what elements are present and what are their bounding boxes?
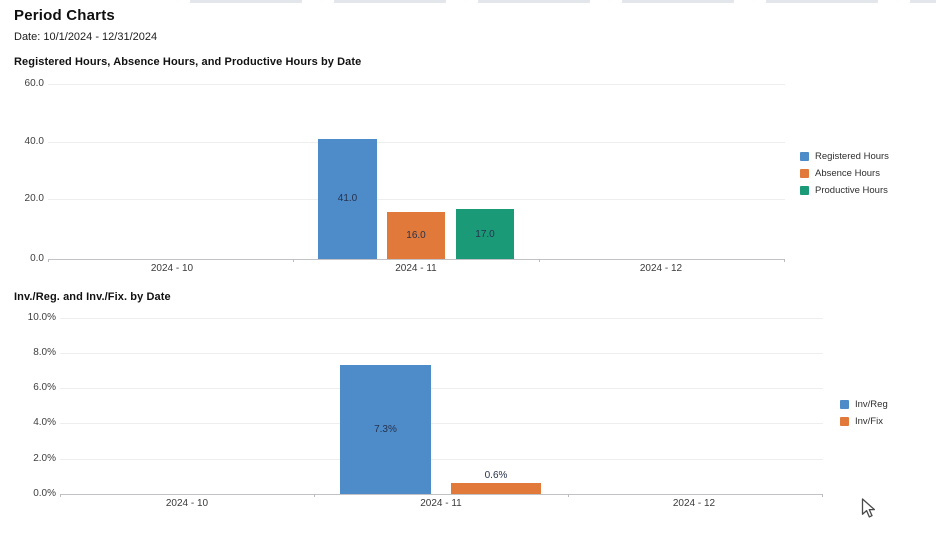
legend-item-inv-fix[interactable]: Inv/Fix: [840, 417, 888, 426]
chart1-ytick-0: 0.0: [30, 253, 44, 264]
legend-swatch-blue-icon: [800, 152, 809, 161]
chart2-ytick-4: 4.0%: [33, 417, 56, 428]
mouse-cursor-icon: [861, 498, 876, 524]
chart2-xtick-2024-12: 2024 - 12: [672, 498, 716, 509]
chart1-legend: Registered Hours Absence Hours Productiv…: [800, 152, 889, 195]
chart1-axis-tick: [293, 259, 294, 262]
chart2-ytick-10: 10.0%: [27, 312, 56, 323]
chart2-gridline-8: [60, 353, 823, 354]
chart2-gridline-2: [60, 459, 823, 460]
chart1-axis-tick: [784, 259, 785, 262]
chart2-axis-tick: [568, 494, 569, 497]
chart1-ytick-40: 40.0: [24, 136, 44, 147]
legend-label: Absence Hours: [815, 168, 880, 179]
chart1-gridline-60: [48, 84, 785, 85]
chart1-xtick-2024-12: 2024 - 12: [639, 263, 683, 274]
legend-item-registered-hours[interactable]: Registered Hours: [800, 152, 889, 161]
legend-item-productive-hours[interactable]: Productive Hours: [800, 186, 889, 195]
chart2-legend: Inv/Reg Inv/Fix: [840, 400, 888, 426]
chart2-axis-tick: [314, 494, 315, 497]
chart1-xtick-2024-10: 2024 - 10: [150, 263, 194, 274]
legend-swatch-orange-icon: [840, 417, 849, 426]
bar-value-label: 0.6%: [484, 470, 508, 482]
bar-absence-hours-2024-11[interactable]: 16.0: [387, 212, 445, 259]
legend-label: Inv/Fix: [855, 416, 883, 427]
bar-inv-fix-2024-11[interactable]: 0.6%: [451, 470, 541, 494]
bar-value-label: 41.0: [337, 193, 358, 205]
chart2-axis-tick: [822, 494, 823, 497]
legend-item-absence-hours[interactable]: Absence Hours: [800, 169, 889, 178]
bar-registered-hours-2024-11[interactable]: 41.0: [318, 138, 377, 259]
legend-item-inv-reg[interactable]: Inv/Reg: [840, 400, 888, 409]
bar-productive-hours-2024-11[interactable]: 17.0: [456, 209, 514, 259]
chart2-ytick-8: 8.0%: [33, 347, 56, 358]
chart1-ytick-20: 20.0: [24, 193, 44, 204]
legend-label: Productive Hours: [815, 185, 888, 196]
chart2-ytick-0: 0.0%: [33, 488, 56, 499]
legend-swatch-blue-icon: [840, 400, 849, 409]
legend-swatch-green-icon: [800, 186, 809, 195]
chart1-gridline-40: [48, 142, 785, 143]
top-edge-artifact: [190, 0, 936, 3]
chart2-gridline-6: [60, 388, 823, 389]
date-range-label: Date: 10/1/2024 - 12/31/2024: [14, 31, 158, 43]
legend-swatch-orange-icon: [800, 169, 809, 178]
chart2-ytick-6: 6.0%: [33, 382, 56, 393]
chart-registered-hours: Registered Hours, Absence Hours, and Pro…: [0, 52, 936, 284]
chart2-xtick-2024-11: 2024 - 11: [420, 498, 462, 509]
chart1-title: Registered Hours, Absence Hours, and Pro…: [14, 56, 362, 68]
bar-value-label: 17.0: [475, 228, 495, 240]
chart2-gridline-10: [60, 318, 823, 319]
bar-value-label: 7.3%: [374, 423, 397, 435]
chart1-axis-tick: [539, 259, 540, 262]
legend-label: Inv/Reg: [855, 399, 888, 410]
chart1-ytick-60: 60.0: [24, 78, 44, 89]
bar-value-label: 16.0: [406, 230, 426, 242]
chart2-xtick-2024-10: 2024 - 10: [165, 498, 209, 509]
page-title: Period Charts: [14, 7, 115, 24]
chart1-gridline-20: [48, 199, 785, 200]
chart2-title: Inv./Reg. and Inv./Fix. by Date: [14, 291, 171, 303]
chart1-xtick-2024-11: 2024 - 11: [395, 263, 437, 274]
chart1-axis-tick: [48, 259, 49, 262]
chart-inv-reg-fix: Inv./Reg. and Inv./Fix. by Date 10.0% 8.…: [0, 285, 936, 525]
legend-label: Registered Hours: [815, 151, 889, 162]
chart2-plot-area: 7.3% 0.6%: [60, 318, 823, 497]
chart2-gridline-4: [60, 423, 823, 424]
chart2-axis-tick: [60, 494, 61, 497]
bar-inv-reg-2024-11[interactable]: 7.3%: [340, 364, 431, 494]
chart1-plot-area: 41.0 16.0 17.0: [48, 84, 785, 262]
chart2-ytick-2: 2.0%: [33, 453, 56, 464]
